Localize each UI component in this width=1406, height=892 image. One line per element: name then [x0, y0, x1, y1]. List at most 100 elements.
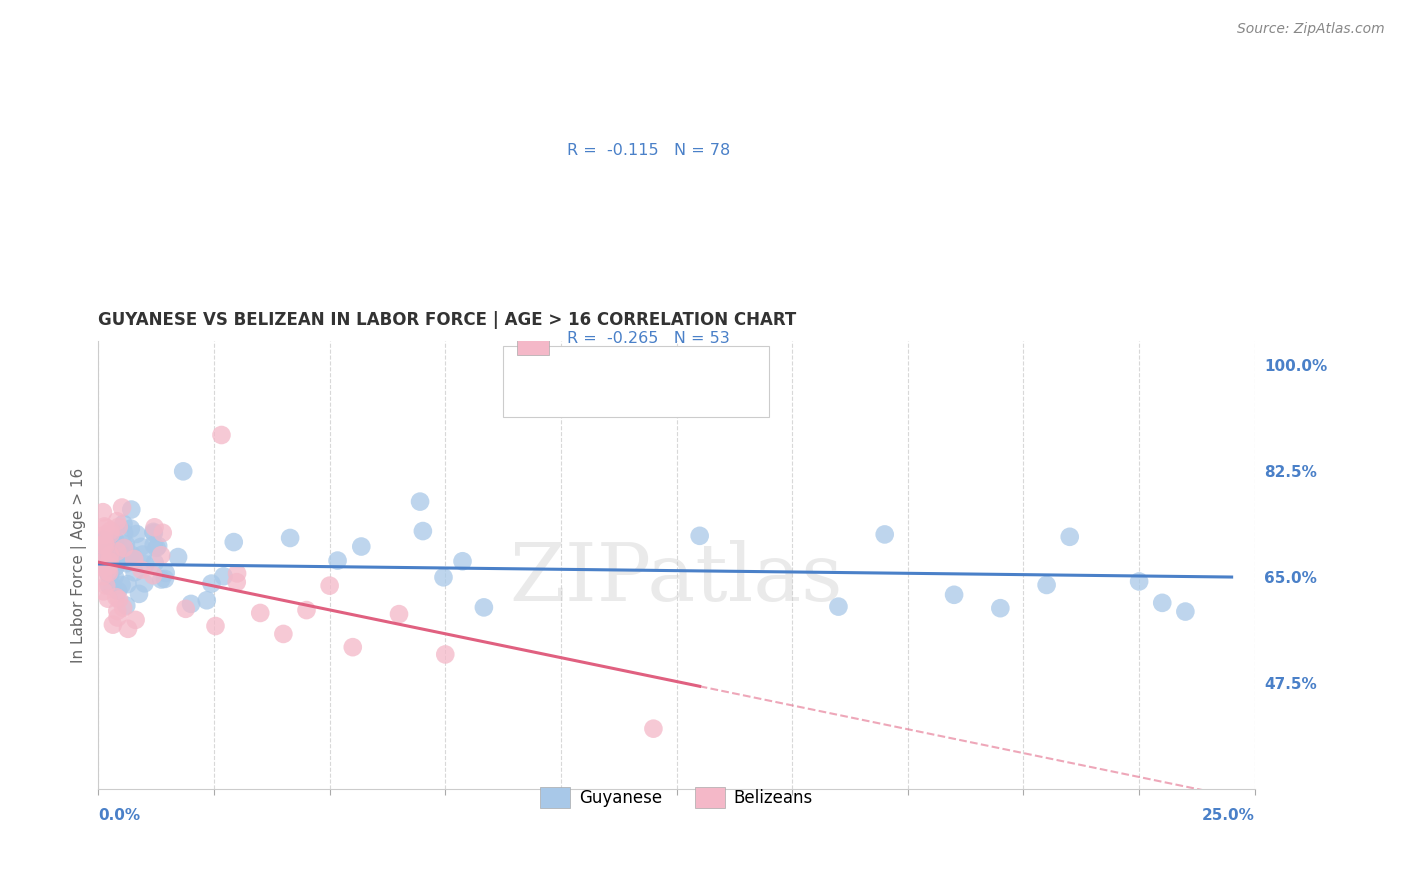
Point [104, 552, 127, 566]
Point [93, 544, 115, 558]
Point [98, 566, 121, 580]
Point [91, 558, 114, 572]
Point [150, 573, 173, 587]
Point [110, 578, 132, 592]
Point [211, 428, 233, 442]
Point [943, 588, 966, 602]
Point [150, 548, 173, 562]
Point [105, 544, 128, 558]
Point [97, 559, 120, 574]
Point [94, 521, 117, 535]
Point [115, 552, 138, 566]
Point [93, 533, 115, 547]
Point [124, 613, 146, 627]
Point [122, 552, 145, 566]
Point [93, 584, 115, 599]
Text: R =  -0.265   N = 53: R = -0.265 N = 53 [567, 332, 730, 346]
FancyBboxPatch shape [503, 345, 769, 417]
Point [249, 606, 271, 620]
Point [93, 519, 115, 533]
Point [105, 590, 128, 604]
Point [117, 577, 139, 591]
Text: 0.0%: 0.0% [98, 808, 141, 822]
Point [107, 520, 129, 534]
Point [100, 527, 122, 541]
Point [318, 579, 340, 593]
Point [174, 602, 197, 616]
Point [108, 553, 131, 567]
Point [153, 572, 176, 586]
Point [100, 524, 122, 538]
Point [1059, 530, 1081, 544]
Point [1152, 596, 1174, 610]
Point [96, 579, 118, 593]
Point [295, 603, 318, 617]
Bar [517, 135, 550, 167]
Point [103, 550, 125, 565]
Point [125, 527, 148, 541]
Point [111, 554, 134, 568]
Y-axis label: In Labor Force | Age > 16: In Labor Force | Age > 16 [72, 467, 87, 663]
Point [94, 538, 117, 552]
Point [412, 524, 434, 538]
Point [143, 556, 166, 570]
Point [98, 578, 121, 592]
Point [195, 593, 218, 607]
Point [91, 552, 114, 566]
Point [432, 570, 454, 584]
Point [827, 599, 849, 614]
Text: 25.0%: 25.0% [1202, 808, 1254, 822]
Point [128, 587, 150, 601]
Point [115, 537, 138, 551]
Text: R =  -0.115   N = 78: R = -0.115 N = 78 [567, 144, 730, 158]
Point [91, 538, 114, 552]
Point [114, 541, 136, 555]
Point [101, 534, 124, 549]
Point [97, 536, 120, 550]
Point [1174, 605, 1197, 619]
Point [122, 551, 145, 566]
Point [152, 525, 174, 540]
Point [204, 619, 226, 633]
Point [134, 558, 156, 572]
Point [93, 560, 115, 574]
Point [103, 533, 125, 547]
Point [225, 575, 247, 590]
Point [97, 557, 120, 571]
Text: Source: ZipAtlas.com: Source: ZipAtlas.com [1237, 22, 1385, 37]
Point [342, 640, 364, 655]
Point [101, 617, 124, 632]
Point [143, 520, 166, 534]
Point [104, 569, 127, 583]
Point [278, 531, 301, 545]
Point [129, 540, 152, 554]
Point [93, 528, 115, 542]
Point [108, 542, 131, 557]
Point [326, 553, 349, 567]
Point [115, 556, 138, 570]
Point [112, 526, 135, 541]
Point [180, 597, 202, 611]
Point [142, 568, 165, 582]
Point [111, 500, 134, 515]
Point [142, 538, 165, 552]
Legend: Guyanese, Belizeans: Guyanese, Belizeans [534, 780, 820, 814]
Point [101, 557, 124, 571]
Point [101, 579, 124, 593]
Point [350, 540, 373, 554]
Point [121, 548, 143, 562]
Point [120, 553, 142, 567]
Point [104, 533, 127, 547]
Point [134, 576, 156, 591]
Point [107, 610, 129, 624]
Point [108, 592, 131, 607]
Point [98, 548, 121, 562]
Point [98, 567, 121, 582]
Point [98, 554, 121, 568]
Point [226, 566, 249, 581]
Point [145, 541, 167, 555]
Point [124, 566, 146, 580]
Point [91, 569, 114, 583]
Point [104, 560, 127, 574]
Point [1128, 574, 1150, 589]
